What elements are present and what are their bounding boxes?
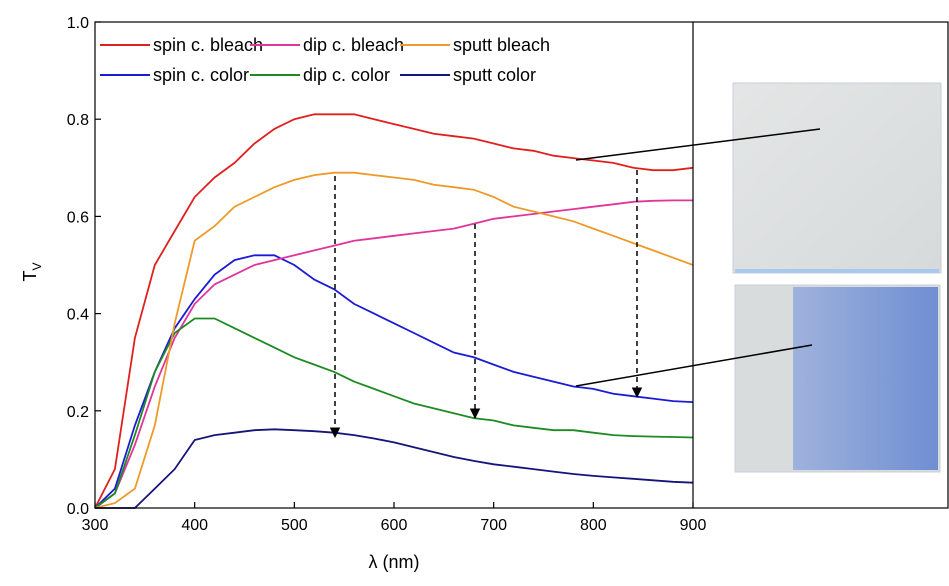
x-tick-label: 400	[181, 517, 208, 534]
annotations	[329, 128, 821, 439]
y-tick-label: 0.0	[67, 501, 89, 518]
photos	[732, 82, 942, 473]
series-line	[94, 113, 694, 509]
y-tick-label: 0.8	[67, 112, 89, 129]
y-tick-label: 1.0	[67, 15, 89, 32]
plot-area: 0.0 0.2 0.4 0.6 0.8 1.0 300 400 500 600 700 800 900 s…	[67, 15, 707, 534]
series-line	[94, 199, 693, 509]
photo-colored-region	[793, 287, 938, 470]
series-line	[94, 171, 694, 509]
photo-bleached	[732, 82, 942, 274]
pointer-line	[575, 128, 821, 161]
frame	[94, 21, 949, 509]
legend-label: sputt color	[453, 65, 536, 85]
pointer-line	[575, 344, 813, 387]
series-line	[94, 317, 694, 509]
x-axis-label: λ (nm)	[369, 552, 420, 572]
legend-label: spin c. color	[153, 65, 249, 85]
x-tick-label: 700	[480, 517, 507, 534]
legend-label: spin c. bleach	[153, 35, 263, 55]
y-label-main: T	[20, 271, 40, 282]
legend-label: dip c. bleach	[303, 35, 404, 55]
y-label-sub: V	[30, 262, 44, 270]
legend-label: sputt bleach	[453, 35, 550, 55]
x-tick-label: 800	[580, 517, 607, 534]
y-tick-label: 0.6	[67, 209, 89, 226]
x-tick-label: 900	[680, 517, 707, 534]
y-axis-label: TV	[20, 262, 44, 281]
x-tick-label: 500	[281, 517, 308, 534]
x-tick-label: 300	[82, 517, 109, 534]
legend-label: dip c. color	[303, 65, 390, 85]
y-tick-label: 0.4	[67, 307, 89, 324]
y-tick-label: 0.2	[67, 404, 89, 421]
x-tick-label: 600	[381, 517, 408, 534]
series-line	[95, 428, 694, 509]
photo-edge	[735, 269, 939, 273]
series-line	[94, 254, 694, 509]
